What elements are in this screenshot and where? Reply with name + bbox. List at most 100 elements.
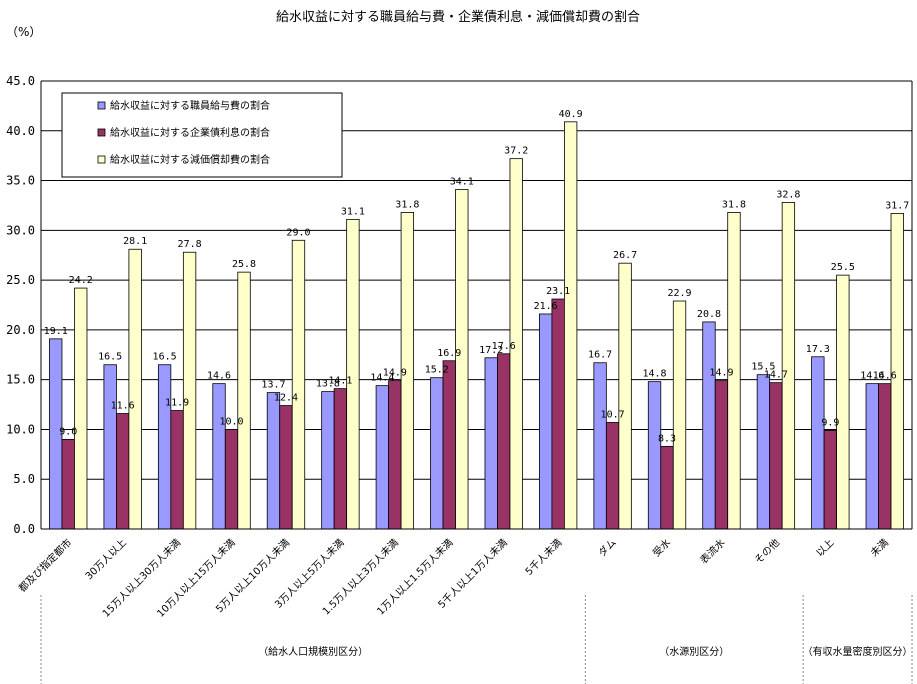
- category-label: 表流水: [697, 536, 727, 566]
- bar: [865, 383, 879, 530]
- data-label: 24.2: [69, 275, 93, 286]
- category-label: 30万人以上: [83, 537, 129, 583]
- category-label: 受水: [651, 537, 674, 560]
- y-tick-label: 30.0: [6, 223, 35, 237]
- bar: [442, 360, 456, 530]
- data-label: 14.1: [328, 376, 352, 387]
- data-label: 37.2: [504, 146, 528, 157]
- data-label: 14.6: [860, 371, 884, 382]
- bar: [878, 383, 892, 530]
- y-unit-label: （%）: [6, 25, 41, 39]
- bar: [116, 413, 130, 530]
- bar: [811, 356, 825, 530]
- data-label: 28.1: [123, 236, 147, 247]
- bar: [605, 422, 620, 530]
- category-label: 未満: [868, 537, 891, 560]
- category-labels: 都及び指定都市 30万人以上15万人以上30万人未満10万人以上15万人未満5万人…: [16, 536, 891, 620]
- bar: [769, 382, 783, 530]
- data-label: 17.6: [492, 341, 516, 352]
- bar: [170, 410, 184, 530]
- bar: [388, 380, 402, 530]
- y-tick-label: 10.0: [6, 422, 35, 436]
- bar: [279, 405, 293, 530]
- data-label: 27.8: [178, 239, 202, 250]
- y-tick-label: 45.0: [6, 74, 35, 88]
- bar: [266, 392, 281, 530]
- data-label: 16.7: [588, 350, 612, 361]
- bar: [237, 271, 251, 530]
- data-label: 15.2: [425, 365, 449, 376]
- data-label: 12.4: [274, 393, 298, 404]
- bar: [823, 430, 837, 530]
- data-label: 14.6: [207, 371, 231, 382]
- category-label: 5千人未満: [523, 537, 564, 578]
- bar: [455, 189, 469, 530]
- bar: [660, 445, 674, 530]
- data-label: 23.1: [546, 286, 570, 297]
- data-label: 22.9: [667, 288, 691, 299]
- bar: [539, 313, 553, 530]
- data-label: 9.9: [821, 417, 839, 428]
- data-label: 31.7: [885, 200, 909, 211]
- data-label: 32.8: [776, 189, 800, 200]
- data-label: 14.7: [764, 370, 788, 381]
- data-label: 11.9: [165, 398, 189, 409]
- y-tick-label: 35.0: [6, 174, 35, 188]
- bar: [781, 202, 796, 530]
- y-tick-label: 40.0: [6, 124, 35, 138]
- bar: [672, 300, 687, 530]
- bar: [618, 262, 632, 530]
- bar: [157, 364, 172, 530]
- bar: [593, 362, 607, 530]
- data-label: 26.7: [613, 250, 637, 261]
- data-label: 31.1: [341, 206, 365, 217]
- category-label: ダム: [595, 536, 618, 559]
- data-label: 10.0: [219, 416, 243, 427]
- bar: [212, 383, 226, 530]
- data-label: 13.8: [316, 379, 340, 390]
- category-label: 都及び指定都市: [16, 536, 75, 595]
- legend-swatch: [97, 128, 106, 137]
- data-label: 15.5: [751, 362, 775, 373]
- data-label: 17.3: [806, 344, 830, 355]
- bar: [551, 298, 565, 530]
- group-label: （水源別区分）: [659, 645, 729, 658]
- data-label: 14.4: [370, 373, 394, 384]
- data-label: 8.3: [658, 433, 676, 444]
- bar: [430, 377, 444, 530]
- y-tick-label: 5.0: [13, 472, 35, 486]
- data-label: 29.0: [286, 227, 310, 238]
- legend-swatch: [97, 155, 106, 164]
- bar: [103, 364, 117, 530]
- legend-swatch: [97, 101, 106, 110]
- bar: [321, 391, 335, 530]
- data-label: 19.1: [44, 326, 68, 337]
- legend-label: 給水収益に対する企業債利息の割合: [110, 126, 270, 139]
- legend-label: 給水収益に対する職員給与費の割合: [110, 99, 270, 112]
- legend-box: [61, 92, 343, 178]
- data-label: 9.0: [59, 426, 77, 437]
- data-label: 14.8: [642, 369, 666, 380]
- data-label: 16.5: [153, 352, 177, 363]
- data-labels: 19.1 16.5 16.5 14.6 13.7 13.8 14.4 15.2 17.2 21.6…: [44, 109, 910, 445]
- bar: [128, 248, 142, 530]
- data-label: 14.9: [709, 368, 733, 379]
- y-tick-label: 20.0: [6, 323, 35, 337]
- bar: [291, 239, 306, 530]
- legend: 給水収益に対する職員給与費の割合給水収益に対する企業債利息の割合給水収益に対する…: [61, 92, 343, 178]
- data-label: 17.2: [479, 345, 503, 356]
- bar: [61, 438, 75, 530]
- group-labels: （給水人口規模別区分） （水源別区分） （有収水量密度別区分）: [40, 595, 913, 684]
- data-label: 31.8: [395, 199, 419, 210]
- bar: [497, 353, 511, 530]
- data-label: 13.7: [261, 380, 285, 391]
- data-label: 16.9: [437, 348, 461, 359]
- data-label: 21.6: [534, 301, 558, 312]
- data-label: 31.8: [722, 199, 746, 210]
- data-label: 25.5: [831, 262, 855, 273]
- bar: [224, 429, 239, 530]
- data-label: 10.7: [601, 409, 625, 420]
- y-tick-label: 0.0: [13, 522, 35, 536]
- bar: [333, 388, 348, 530]
